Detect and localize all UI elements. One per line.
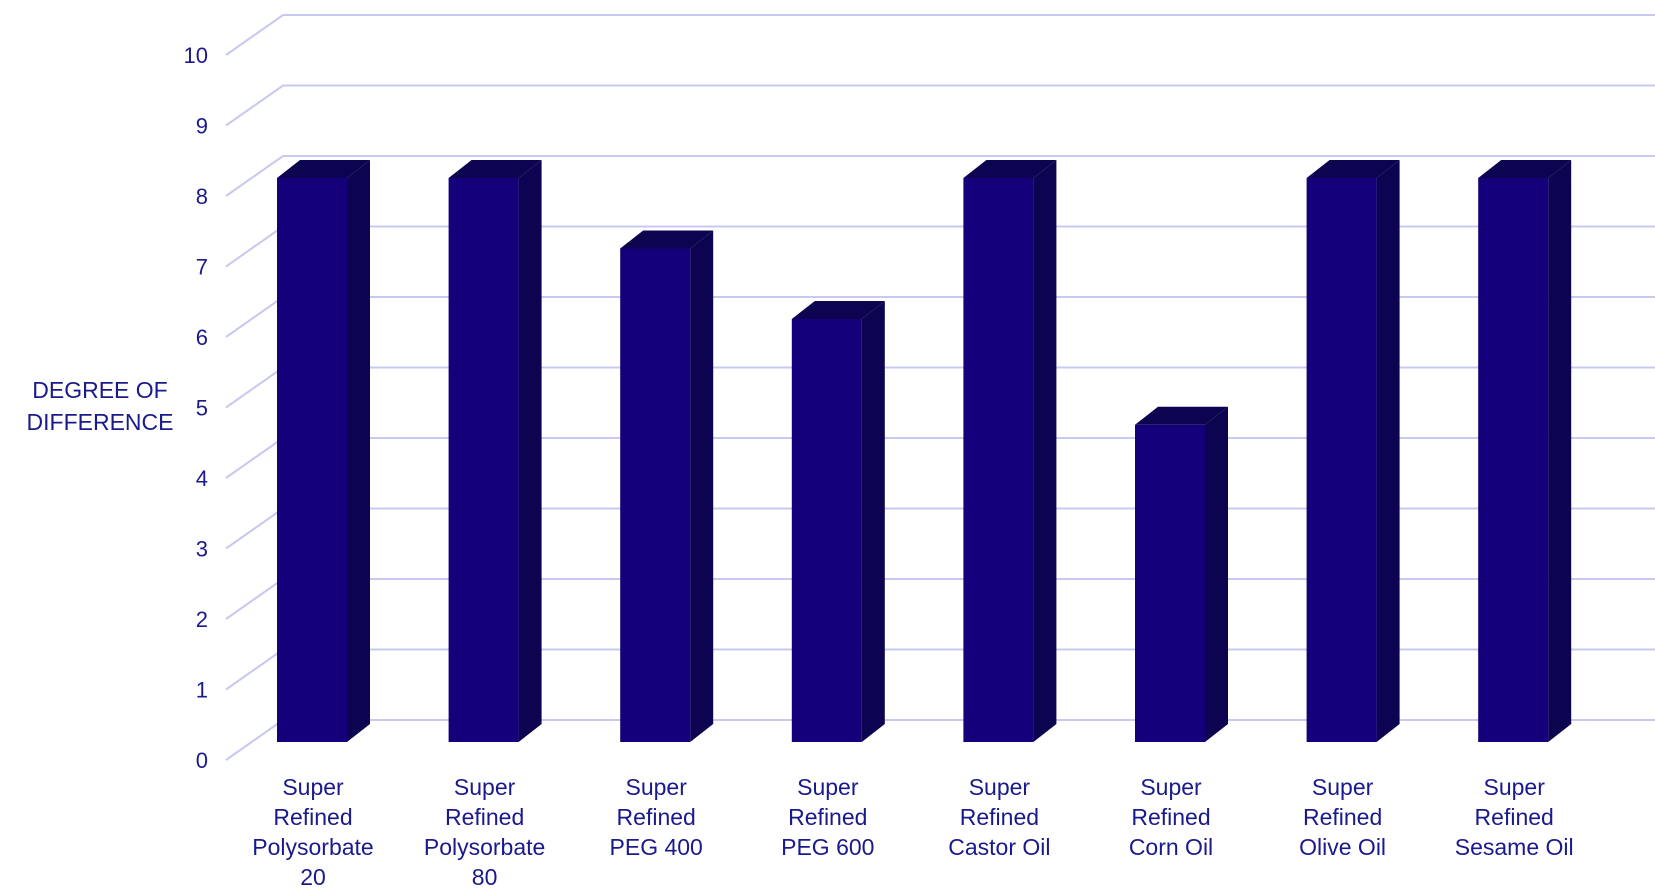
y-axis-label-line: DIFFERENCE [27,409,174,435]
x-category-label-line: Polysorbate [424,834,545,860]
x-category-label-line: PEG 400 [610,834,703,860]
x-category-label-line: Super [626,774,688,800]
x-category-label-line: PEG 600 [781,834,874,860]
bar [1478,160,1572,742]
x-category-label-line: Super [969,774,1031,800]
gridline [225,84,1655,127]
bar-front [1135,424,1205,742]
x-category-label-line: Super [797,774,859,800]
y-tick-label: 1 [196,678,208,703]
bar-top [448,160,542,178]
x-category-label-line: Super [282,774,344,800]
bar-side [861,301,885,742]
bar-front [448,178,519,742]
bar [277,160,370,742]
x-category-label-line: Refined [273,804,352,830]
bar-top [791,301,885,319]
bar [1135,406,1228,742]
x-category-label-line: Super [454,774,516,800]
y-tick-label: 10 [184,43,208,68]
bar-front [1478,178,1549,742]
x-category-label-line: 80 [472,864,498,889]
bar-side [1205,406,1228,742]
gridline [225,719,1655,761]
x-category-label-line: Castor Oil [948,834,1050,860]
bar-front [620,248,691,742]
bar-top [620,230,714,249]
x-category-label: Super Refined Polysorbate 80 [424,774,545,889]
y-tick-label: 3 [196,537,208,562]
x-category-label-line: Refined [1303,804,1382,830]
y-tick-label: 2 [196,607,208,632]
bar-side [347,160,370,742]
x-axis-categories: Super Refined Polysorbate 20 Super Refined Pol… [252,774,1573,889]
bar-side [690,230,714,742]
gridline [225,507,1655,550]
gridline [225,578,1655,620]
y-axis-ticks: 0 1 2 3 4 5 6 7 8 9 10 [184,43,208,773]
x-category-label-line: Refined [788,804,867,830]
bar-front [277,178,347,742]
x-category-label: Super Refined Corn Oil [1129,774,1213,860]
y-tick-label: 6 [196,325,208,350]
x-category-label-line: Refined [1131,804,1210,830]
x-category-label: Super Refined Sesame Oil [1455,774,1574,860]
gridline [225,296,1655,338]
x-category-label-line: Refined [617,804,696,830]
bar [620,230,714,742]
x-category-label: Super Refined Olive Oil [1299,774,1386,860]
x-category-label: Super Refined Polysorbate 20 [252,774,373,889]
bars [277,160,1572,742]
bar-side [518,160,542,742]
bar-side [1548,160,1572,742]
y-tick-label: 7 [196,255,208,280]
bar-front [791,319,862,742]
gridline [225,225,1655,268]
gridline [225,155,1655,197]
bar [791,301,885,742]
x-category-label: Super Refined PEG 600 [781,774,874,860]
x-category-label-line: Super [1484,774,1546,800]
bar-top [963,160,1057,178]
bar-side [1033,160,1057,742]
bar-top [1306,160,1400,178]
x-category-label-line: Polysorbate [252,834,373,860]
x-category-label-line: Refined [960,804,1039,830]
x-category-label-line: Corn Oil [1129,834,1213,860]
y-axis-label-line: DEGREE OF [32,377,167,403]
x-category-label-line: Refined [1475,804,1554,830]
gridline [225,648,1655,691]
x-category-label-line: Olive Oil [1299,834,1386,860]
y-tick-label: 0 [196,748,208,773]
bar-top [1478,160,1572,178]
x-category-label-line: Super [1140,774,1202,800]
gridline [225,366,1655,409]
bar-side [1376,160,1400,742]
bar [963,160,1057,742]
bar-front [963,178,1034,742]
bar-top [1135,406,1228,425]
y-tick-label: 9 [196,114,208,139]
y-tick-label: 8 [196,184,208,209]
gridline [225,437,1655,479]
y-tick-label: 4 [196,466,208,491]
bar [1306,160,1400,742]
x-category-label: Super Refined PEG 400 [610,774,703,860]
gridline [225,14,1655,56]
x-category-label-line: Sesame Oil [1455,834,1574,860]
bar-front [1306,178,1377,742]
y-axis-label: DEGREE OF DIFFERENCE [27,377,174,435]
x-category-label: Super Refined Castor Oil [948,774,1050,860]
x-category-label-line: Super [1312,774,1374,800]
x-category-label-line: Refined [445,804,524,830]
x-category-label-line: 20 [300,864,326,889]
y-tick-label: 5 [196,396,208,421]
bar-top [277,160,370,178]
bar [448,160,542,742]
grid-layer [225,14,1655,761]
